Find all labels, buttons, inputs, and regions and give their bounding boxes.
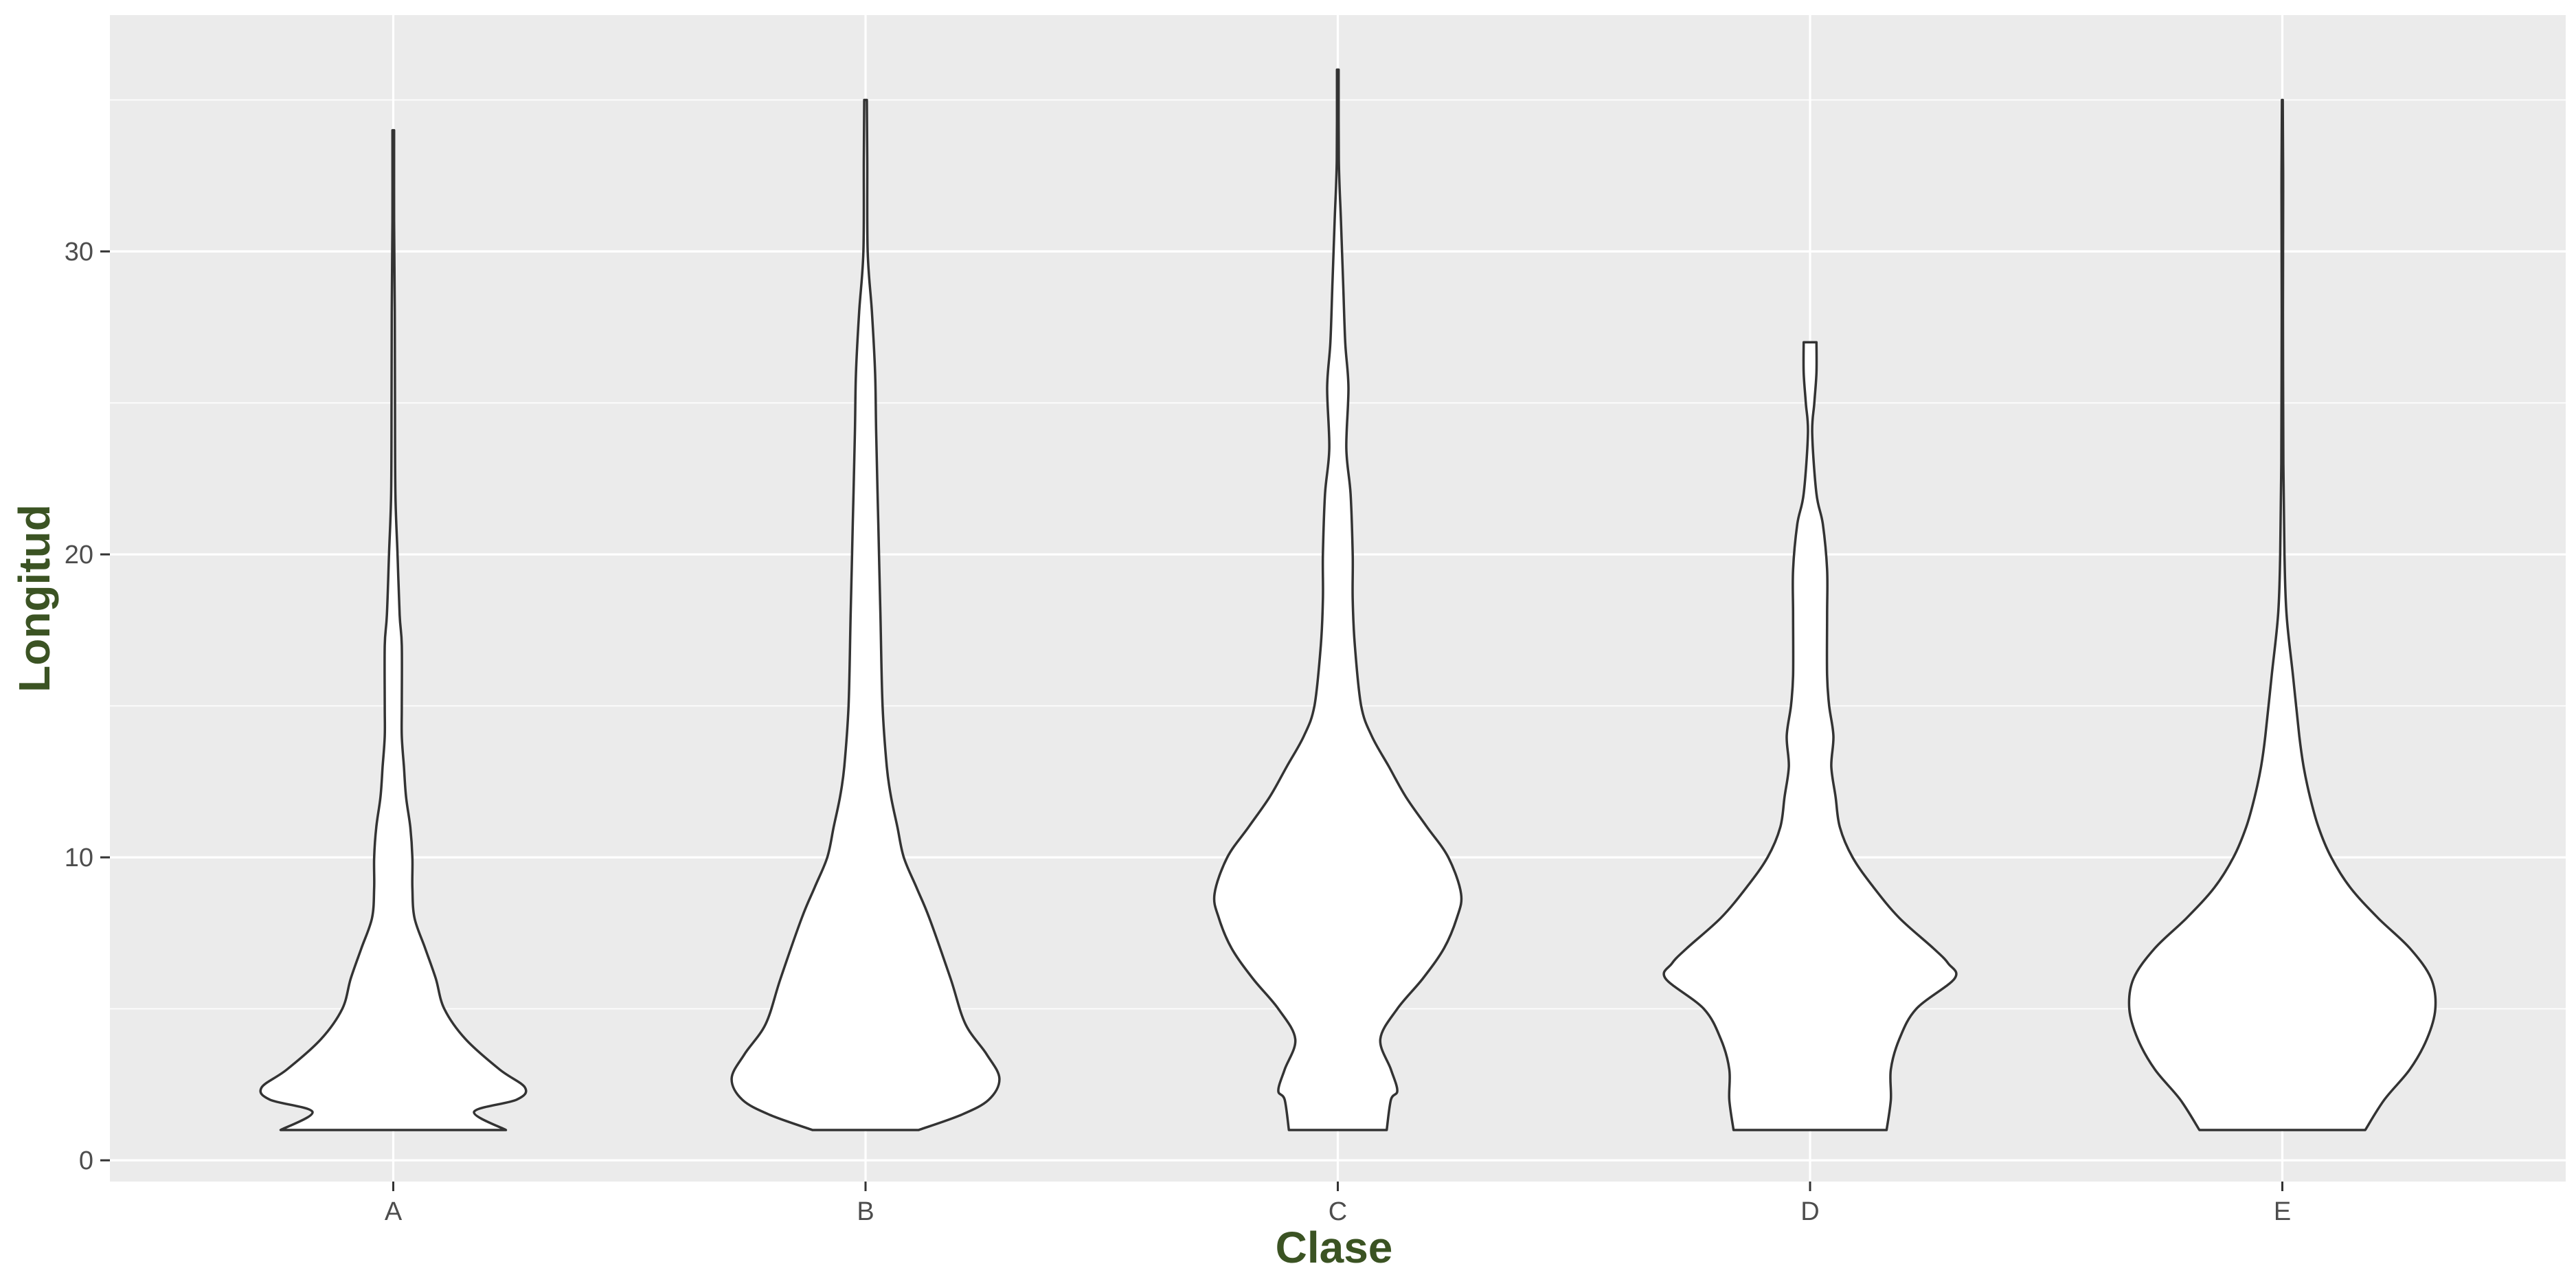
violin-a (259, 128, 528, 1131)
violin-e (2127, 98, 2437, 1131)
x-axis-ticks: A B C D E (385, 1182, 2291, 1226)
violins (259, 68, 2437, 1131)
violin-c (1212, 68, 1463, 1131)
y-tick-label: 10 (65, 844, 93, 872)
x-tick-label: A (385, 1197, 403, 1226)
y-tick-label: 30 (65, 238, 93, 267)
violin-b (730, 98, 1001, 1131)
x-tick-label: B (857, 1197, 874, 1226)
y-axis-ticks: 0 10 20 30 (65, 238, 110, 1175)
violin-d (1662, 341, 1958, 1131)
x-axis-title: Clase (1276, 1223, 1393, 1272)
x-tick-label: D (1800, 1197, 1819, 1226)
y-axis-title: Longitud (10, 504, 59, 692)
y-tick-label: 0 (79, 1146, 93, 1175)
x-tick-label: E (2274, 1197, 2291, 1226)
y-tick-label: 20 (65, 541, 93, 569)
x-tick-label: C (1329, 1197, 1347, 1226)
